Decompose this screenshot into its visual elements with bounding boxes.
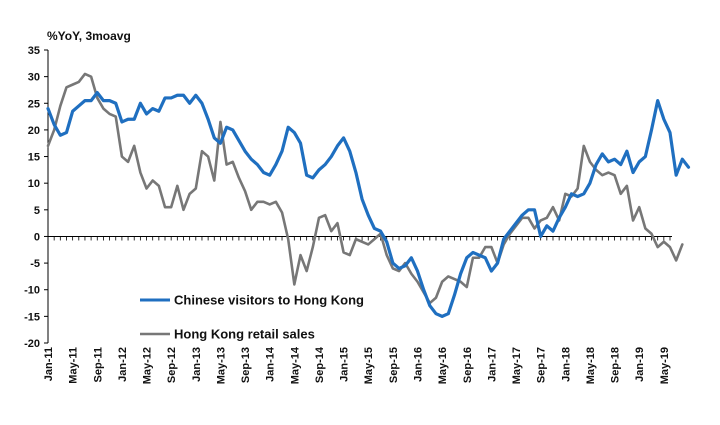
series-layer [46, 72, 691, 318]
x-tick-label: Sep-15 [388, 347, 400, 383]
x-tick-label: Sep-14 [314, 346, 326, 383]
x-tick-label: May-19 [659, 347, 671, 384]
y-tick-label: -5 [30, 258, 40, 270]
y-tick-label: -20 [24, 338, 40, 350]
x-tick-label: May-12 [142, 347, 154, 384]
x-tick-label: Jan-18 [560, 347, 572, 382]
x-tick-label: Jan-13 [191, 347, 203, 382]
x-tick-label: Jan-11 [43, 347, 55, 381]
y-tick-label: 5 [34, 205, 40, 217]
y-tick-label: 25 [28, 98, 40, 110]
series-line-retail-sales [46, 72, 684, 305]
x-tick-label: Sep-16 [462, 347, 474, 383]
x-axis: Jan-11 May-11 Sep-11 Jan-12 May-12 Sep-12 Jan-… [43, 235, 672, 384]
x-tick-label: May-11 [68, 347, 80, 384]
y-tick-label: 15 [28, 152, 40, 164]
x-tick-label: Jan-16 [413, 347, 425, 382]
x-tick-label: Sep-17 [536, 347, 548, 383]
legend-label-chinese-visitors: Chinese visitors to Hong Kong [174, 293, 364, 308]
x-tick-label: May-13 [215, 347, 227, 384]
x-tick-label: May-18 [585, 347, 597, 384]
x-tick-label: Jan-14 [265, 346, 277, 382]
y-tick-label: 0 [34, 231, 40, 243]
x-tick-label: May-15 [363, 347, 375, 384]
x-tick-label: Jan-17 [486, 347, 498, 382]
x-tick-label: Jan-19 [634, 347, 646, 382]
y-unit-label: %YoY, 3moavg [47, 29, 131, 43]
y-tick-label: -10 [24, 285, 40, 297]
legend-label-retail-sales: Hong Kong retail sales [174, 327, 315, 342]
y-tick-label: -15 [24, 311, 40, 323]
x-tick-label: Sep-13 [240, 347, 252, 383]
x-tick-label: Sep-11 [92, 347, 104, 382]
y-tick-label: 10 [28, 178, 40, 190]
x-tick-label: May-16 [437, 347, 449, 384]
x-tick-label: Jan-12 [117, 347, 129, 382]
series-line-chinese-visitors [46, 91, 691, 318]
x-tick-label: Sep-12 [166, 347, 178, 383]
y-tick-label: 20 [28, 125, 40, 137]
x-tick-label: Jan-15 [339, 347, 351, 382]
y-axis: 35 30 25 20 15 10 5 0 -5 -10 -15 -20 [24, 45, 49, 350]
legend: Chinese visitors to Hong Kong Hong Kong … [140, 293, 364, 342]
x-tick-label: May-17 [511, 347, 523, 384]
y-tick-label: 35 [28, 45, 40, 57]
x-tick-label: Sep-18 [610, 347, 622, 383]
y-tick-label: 30 [28, 72, 40, 84]
x-tick-label: May-14 [289, 346, 301, 384]
